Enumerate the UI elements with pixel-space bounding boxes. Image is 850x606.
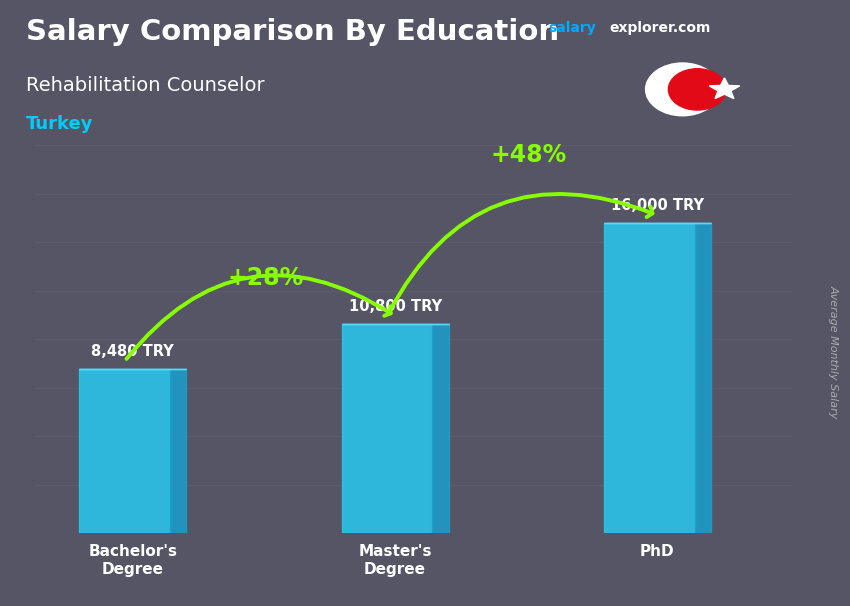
Polygon shape [709,78,740,99]
Polygon shape [433,324,449,533]
Text: 10,800 TRY: 10,800 TRY [348,299,442,314]
Circle shape [645,63,719,116]
Bar [604,223,694,533]
Bar [342,324,433,533]
Circle shape [668,68,726,110]
Polygon shape [694,223,711,533]
Bar [79,369,170,533]
Text: Turkey: Turkey [26,115,93,133]
Text: 16,000 TRY: 16,000 TRY [611,198,704,213]
Text: explorer.com: explorer.com [609,21,711,35]
Text: +28%: +28% [228,266,304,290]
Text: Salary Comparison By Education: Salary Comparison By Education [26,18,558,46]
Text: salary: salary [548,21,596,35]
Polygon shape [170,369,186,533]
Text: Rehabilitation Counselor: Rehabilitation Counselor [26,76,264,95]
Text: +48%: +48% [490,143,566,167]
Text: 8,480 TRY: 8,480 TRY [92,344,174,359]
Text: Average Monthly Salary: Average Monthly Salary [829,285,839,418]
